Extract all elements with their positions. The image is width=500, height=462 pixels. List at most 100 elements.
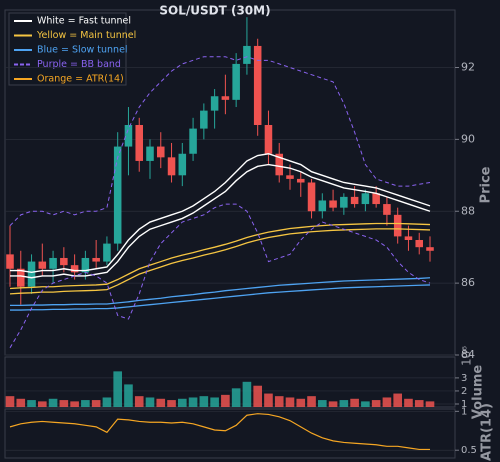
y-tick-label: 88 — [461, 204, 475, 217]
volume-bar — [296, 398, 306, 407]
y-tick-label: 92 — [461, 61, 475, 74]
candle-body — [307, 182, 316, 212]
candle-body — [383, 204, 391, 215]
volume-bar — [134, 396, 144, 407]
candle-body — [253, 45, 262, 125]
volume-bar — [210, 397, 219, 407]
y-tick-label: 0.5 — [461, 445, 477, 456]
volume-bar — [81, 400, 90, 407]
candle-body — [243, 45, 251, 64]
atr-frame — [4, 408, 456, 459]
y-tick-label: 2 — [461, 386, 467, 397]
volume-bar — [70, 401, 79, 407]
volume-bar — [361, 401, 370, 407]
candle-body — [38, 261, 47, 269]
volume-bar — [188, 397, 198, 407]
legend-label: White = Fast tunnel — [37, 16, 131, 27]
candle-body — [329, 200, 337, 208]
volume-bar — [274, 396, 284, 407]
volume-bar — [425, 401, 435, 407]
volume-bar — [318, 400, 327, 407]
candle-body — [361, 193, 370, 205]
candle-body — [113, 146, 122, 244]
volume-bar — [16, 398, 26, 407]
volume-bar — [414, 400, 424, 407]
candle-body — [318, 200, 327, 212]
candle-body — [60, 257, 68, 266]
candle-body — [221, 96, 230, 100]
line — [10, 284, 431, 311]
volume-bar — [339, 400, 349, 407]
candle-body — [232, 63, 240, 100]
candle-body — [297, 178, 305, 183]
volume-bar — [156, 398, 166, 407]
line — [9, 222, 431, 290]
y-tick-label: 3 — [461, 373, 467, 384]
chart-title: SOL/USDT (30M) — [159, 4, 270, 18]
volume-bar — [307, 396, 316, 407]
candle-body — [27, 261, 36, 287]
volume-bar — [231, 388, 241, 407]
volume-bar — [264, 393, 273, 407]
y-tick-label: 1 — [461, 406, 467, 417]
candle-body — [210, 96, 219, 111]
volume-bar — [285, 397, 295, 407]
candle-body — [189, 128, 197, 154]
legend-label: Orange = ATR(14) — [37, 74, 124, 85]
volume-bar — [91, 400, 101, 407]
volume-bar — [253, 385, 262, 407]
price-axis-label: Price — [479, 166, 494, 203]
line — [9, 413, 430, 451]
volume-bar — [5, 396, 15, 407]
candle-body — [17, 268, 25, 287]
candle-body — [146, 146, 154, 161]
candle-body — [103, 243, 111, 262]
legend: White = Fast tunnel Yellow = Main tunnel B… — [14, 16, 136, 85]
line — [9, 203, 431, 349]
volume-bar — [178, 398, 187, 407]
legend-label: Yellow = Main tunnel — [36, 30, 136, 41]
volume-offset: 10⁶ — [460, 346, 474, 366]
y-tick-label: 90 — [461, 132, 475, 145]
volume-bar — [102, 397, 112, 407]
y-tick-label: 86 — [461, 276, 475, 289]
legend-label: Blue = Slow tunnel — [37, 45, 128, 56]
candle-body — [426, 247, 434, 251]
volume-bar — [124, 384, 133, 407]
volume-bar — [145, 397, 155, 407]
volume-frame — [4, 356, 456, 408]
legend-label: Purple = BB band — [37, 59, 121, 70]
volume-bar — [167, 400, 176, 407]
atr-axis-label: ATR(14) — [480, 403, 495, 461]
y-tick-label: 1 — [461, 399, 467, 410]
candle-body — [167, 157, 176, 176]
volume-bar — [393, 393, 402, 407]
volume-bar — [113, 371, 122, 407]
volume-bar — [48, 398, 58, 407]
candle-body — [286, 175, 294, 179]
volume-bar — [382, 397, 392, 407]
candle-body — [264, 125, 273, 154]
candle-body — [350, 196, 359, 205]
volume-bar — [38, 401, 47, 407]
volume-bar — [350, 398, 359, 407]
volume-bar — [27, 400, 36, 407]
candle-body — [404, 236, 413, 240]
candle-body — [200, 110, 208, 129]
volume-bar — [242, 381, 252, 407]
volume-bar — [328, 401, 338, 407]
candle-body — [49, 257, 57, 269]
line — [10, 163, 431, 279]
candle-body — [178, 153, 187, 176]
volume-bar — [404, 398, 413, 407]
candle-body — [81, 257, 90, 273]
candle-body — [92, 257, 100, 262]
line — [10, 277, 431, 307]
volume-bar — [221, 394, 230, 407]
candle-body — [135, 125, 143, 161]
candle-body — [6, 254, 14, 269]
y-tick-label: 84 — [461, 348, 475, 361]
candle-body — [70, 265, 79, 273]
candle-body — [340, 196, 348, 208]
